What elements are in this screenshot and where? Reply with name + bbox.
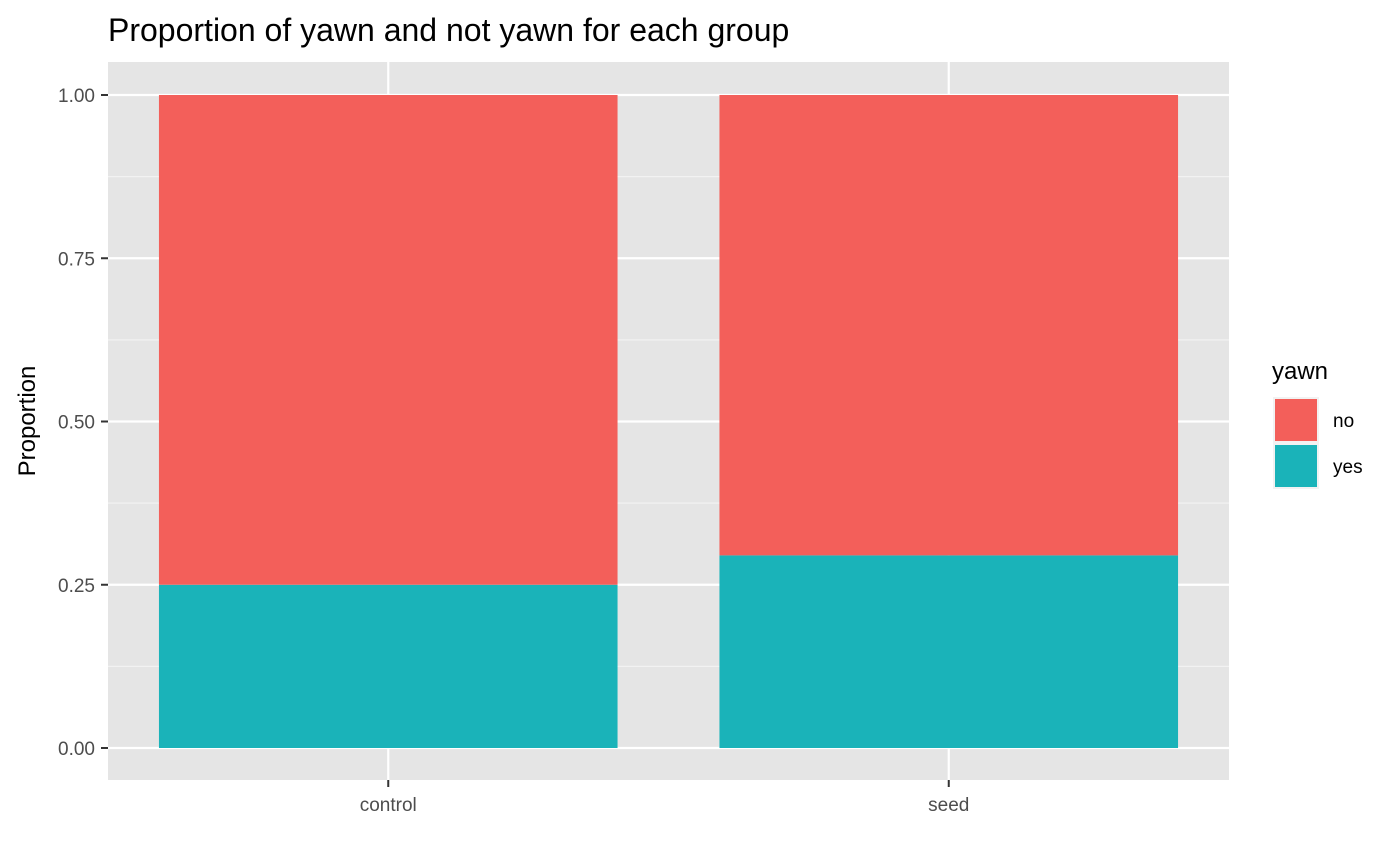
- legend-items: no yes: [1273, 397, 1363, 489]
- legend-label-yes: yes: [1333, 457, 1363, 478]
- chart-title: Proportion of yawn and not yawn for each…: [108, 12, 789, 48]
- legend-swatch-no: [1275, 399, 1317, 441]
- x-tick-label: seed: [928, 795, 969, 816]
- y-axis: 0.00 0.25 0.50 0.75 1.00: [58, 86, 108, 760]
- legend-label-no: no: [1333, 411, 1354, 432]
- legend: yawn no yes: [1272, 358, 1363, 489]
- y-tick-label: 0.75: [58, 249, 95, 270]
- y-tick-label: 0.00: [58, 739, 95, 760]
- x-tick-label: control: [360, 795, 417, 816]
- x-axis: control seed: [360, 780, 969, 816]
- bars: [158, 95, 1179, 748]
- y-tick-label: 0.25: [58, 576, 95, 597]
- bar-seed-yes: [719, 555, 1179, 748]
- bar-control-yes: [158, 584, 618, 748]
- y-tick-label: 0.50: [58, 413, 95, 434]
- bar-control-no: [158, 95, 618, 585]
- legend-title: yawn: [1272, 358, 1328, 385]
- y-axis-title: Proportion: [14, 366, 41, 477]
- bar-seed-no: [719, 95, 1179, 556]
- y-tick-label: 1.00: [58, 86, 95, 107]
- legend-swatch-yes: [1275, 445, 1317, 487]
